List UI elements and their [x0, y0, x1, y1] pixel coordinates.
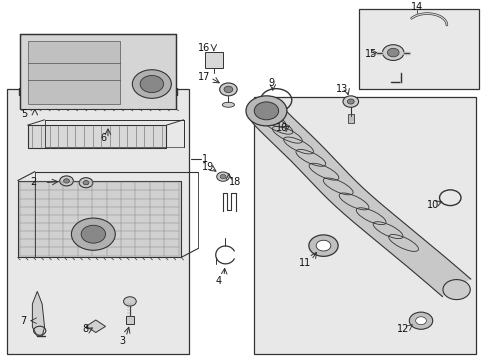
Circle shape — [316, 240, 330, 251]
Text: 3: 3 — [119, 336, 125, 346]
Circle shape — [71, 218, 115, 250]
Circle shape — [386, 48, 398, 57]
Text: 4: 4 — [215, 276, 221, 285]
Circle shape — [63, 179, 69, 183]
Text: 10: 10 — [427, 200, 439, 210]
Circle shape — [132, 70, 171, 98]
Circle shape — [123, 297, 136, 306]
Circle shape — [346, 99, 353, 104]
Circle shape — [408, 312, 432, 329]
Polygon shape — [248, 108, 470, 297]
Circle shape — [308, 235, 337, 256]
Text: 19: 19 — [201, 162, 213, 172]
Bar — [20, 34, 176, 109]
Bar — [347, 114, 353, 123]
Text: 14: 14 — [410, 2, 423, 12]
Bar — [44, 120, 183, 147]
Bar — [6, 89, 189, 354]
Text: 13: 13 — [335, 84, 348, 94]
Bar — [27, 125, 166, 148]
Text: 12: 12 — [396, 324, 408, 334]
Circle shape — [342, 96, 358, 107]
Circle shape — [442, 280, 469, 300]
Text: 6: 6 — [101, 133, 106, 143]
Circle shape — [216, 172, 229, 181]
Circle shape — [254, 102, 278, 120]
Circle shape — [219, 83, 237, 96]
Circle shape — [140, 76, 163, 93]
Text: 18: 18 — [228, 177, 241, 187]
Text: 11: 11 — [299, 258, 311, 269]
Bar — [254, 96, 475, 354]
Ellipse shape — [222, 102, 234, 107]
Bar — [27, 41, 120, 104]
Bar — [205, 52, 222, 68]
Circle shape — [382, 45, 403, 60]
Text: 2: 2 — [30, 177, 36, 187]
Text: 15: 15 — [365, 49, 377, 59]
Text: 9: 9 — [267, 78, 273, 87]
Circle shape — [81, 225, 105, 243]
Text: 1: 1 — [202, 154, 208, 164]
Circle shape — [83, 181, 89, 185]
Text: 10: 10 — [276, 123, 288, 132]
Bar — [18, 181, 181, 257]
Text: 17: 17 — [198, 72, 210, 82]
Bar — [358, 9, 478, 89]
Circle shape — [220, 175, 225, 179]
Polygon shape — [86, 320, 105, 333]
Text: 7: 7 — [20, 316, 26, 326]
Text: 5: 5 — [21, 109, 27, 120]
Text: 16: 16 — [198, 42, 210, 53]
Text: 8: 8 — [82, 324, 88, 334]
Circle shape — [224, 86, 232, 93]
Circle shape — [415, 317, 426, 325]
Circle shape — [79, 178, 93, 188]
Polygon shape — [32, 291, 44, 336]
Bar — [126, 316, 134, 324]
Circle shape — [60, 176, 73, 186]
Circle shape — [245, 96, 286, 126]
